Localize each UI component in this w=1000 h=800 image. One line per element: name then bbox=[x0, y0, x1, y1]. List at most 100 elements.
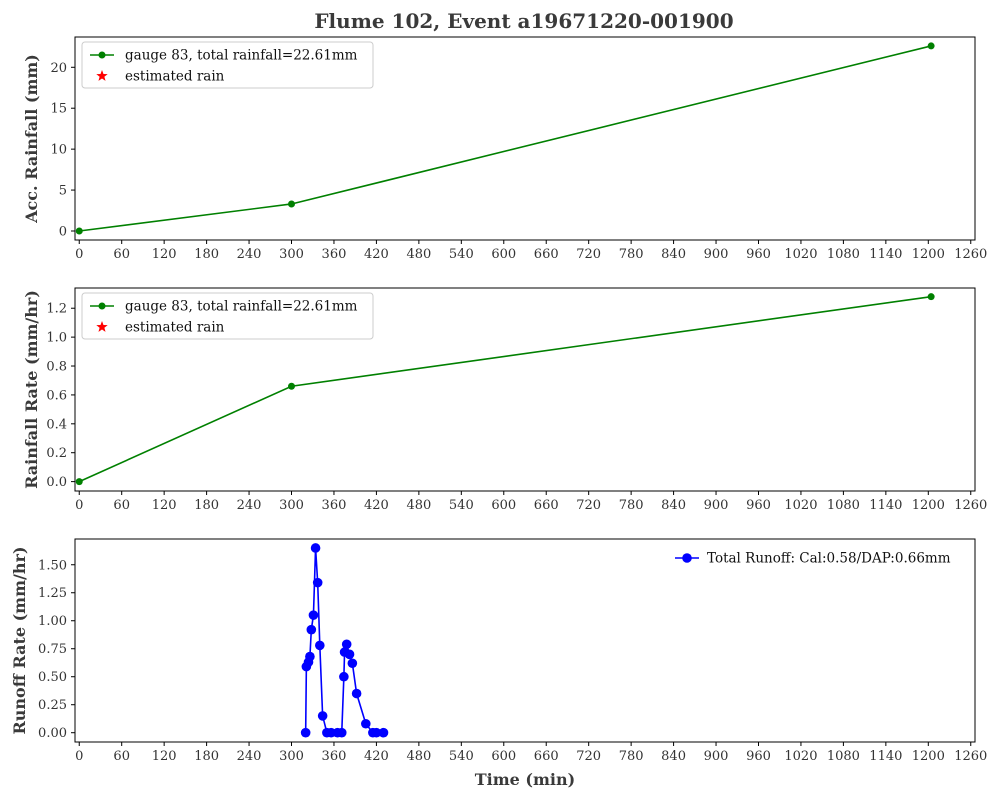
x-tick-label: 960 bbox=[746, 498, 771, 513]
x-tick-label: 1020 bbox=[784, 749, 817, 764]
panel-2: 0 60 120 180 240 300 360 420 480 540 600 660 720 780 8… bbox=[22, 287, 987, 513]
x-tick-label: 1140 bbox=[869, 749, 902, 764]
x-tick-label: 60 bbox=[113, 247, 130, 262]
y-tick-label: 5 bbox=[59, 184, 67, 199]
legend-star-marker bbox=[96, 70, 108, 81]
panel-1: 0 60 120 180 240 300 360 420 480 540 600 660 720 780 8… bbox=[22, 36, 987, 262]
legend-label: estimated rain bbox=[125, 320, 225, 336]
x-tick-label: 1260 bbox=[954, 247, 987, 262]
x-tick-label: 120 bbox=[152, 247, 177, 262]
x-tick-label: 240 bbox=[237, 247, 262, 262]
x-tick-label: 720 bbox=[576, 247, 601, 262]
x-tick-label: 180 bbox=[194, 749, 219, 764]
x-tick-label: 480 bbox=[406, 247, 431, 262]
y-tick-label: 0.6 bbox=[46, 388, 67, 403]
y-tick-label: 1.50 bbox=[38, 558, 67, 573]
y-tick-label: 0.25 bbox=[38, 698, 67, 713]
panel-3: 0 60 120 180 240 300 360 420 480 540 600 660 720 780 8… bbox=[10, 538, 987, 789]
x-tick-label: 840 bbox=[661, 498, 686, 513]
x-tick-label: 240 bbox=[237, 498, 262, 513]
axes-frame bbox=[74, 287, 976, 492]
x-tick-label: 660 bbox=[534, 247, 559, 262]
x-tick-label: 180 bbox=[194, 498, 219, 513]
x-tick-label: 960 bbox=[746, 247, 771, 262]
legend-label: estimated rain bbox=[125, 69, 225, 85]
data-point bbox=[315, 640, 325, 651]
x-tick-label: 720 bbox=[576, 749, 601, 764]
data-point bbox=[305, 651, 315, 662]
data-point bbox=[361, 718, 371, 729]
legend-box bbox=[81, 41, 374, 89]
axes-frame bbox=[74, 36, 976, 241]
y-tick-label: 0 bbox=[59, 224, 67, 239]
data-point bbox=[927, 293, 935, 301]
legend-label: Total Runoff: Cal:0.58/DAP:0.66mm bbox=[707, 551, 951, 567]
y-tick-label: 0.2 bbox=[46, 446, 67, 461]
data-point bbox=[310, 543, 321, 553]
y-tick-label: 20 bbox=[50, 61, 67, 76]
x-tick-label: 420 bbox=[364, 247, 389, 262]
x-tick-label: 120 bbox=[152, 498, 177, 513]
x-tick-label: 360 bbox=[322, 498, 347, 513]
legend-label: gauge 83, total rainfall=22.61mm bbox=[125, 48, 358, 64]
x-tick-label: 540 bbox=[449, 749, 474, 764]
x-tick-label: 240 bbox=[237, 749, 262, 764]
data-point bbox=[288, 382, 296, 390]
y-tick-label: 1.00 bbox=[38, 614, 67, 629]
x-tick-label: 1080 bbox=[827, 749, 860, 764]
x-tick-label: 780 bbox=[619, 749, 644, 764]
data-point bbox=[308, 610, 319, 620]
y-tick-label: 1.0 bbox=[46, 331, 67, 346]
data-point bbox=[371, 727, 382, 738]
y-tick-label: 0.75 bbox=[38, 642, 67, 657]
x-tick-label: 0 bbox=[75, 749, 83, 764]
x-tick-label: 1080 bbox=[827, 247, 860, 262]
x-tick-label: 1260 bbox=[954, 498, 987, 513]
legend-marker bbox=[682, 553, 692, 563]
y-tick-label: 1.25 bbox=[38, 586, 67, 601]
x-tick-label: 660 bbox=[534, 749, 559, 764]
x-tick-label: 480 bbox=[406, 749, 431, 764]
data-point bbox=[351, 688, 362, 699]
panels: 0 60 120 180 240 300 360 420 480 540 600 660 720 780 8… bbox=[10, 36, 987, 789]
y-tick-label: 0.50 bbox=[38, 670, 67, 685]
x-tick-label: 1080 bbox=[827, 498, 860, 513]
x-tick-label: 180 bbox=[194, 247, 219, 262]
x-tick-label: 1140 bbox=[869, 247, 902, 262]
data-point bbox=[75, 227, 83, 235]
x-tick-label: 480 bbox=[406, 498, 431, 513]
x-tick-label: 660 bbox=[534, 498, 559, 513]
y-axis-label: Runoff Rate (mm/hr) bbox=[10, 546, 29, 734]
x-tick-label: 900 bbox=[704, 498, 729, 513]
data-point bbox=[317, 711, 328, 721]
x-tick-label: 1200 bbox=[912, 498, 945, 513]
x-tick-label: 360 bbox=[322, 749, 347, 764]
data-point bbox=[339, 671, 349, 682]
y-tick-label: 15 bbox=[50, 102, 67, 117]
x-tick-label: 540 bbox=[449, 247, 474, 262]
y-tick-label: 0.0 bbox=[46, 475, 67, 490]
x-tick-label: 1140 bbox=[869, 498, 902, 513]
x-tick-label: 60 bbox=[113, 498, 130, 513]
data-point bbox=[306, 624, 317, 635]
legend-box bbox=[81, 292, 374, 340]
x-tick-label: 540 bbox=[449, 498, 474, 513]
x-tick-label: 120 bbox=[152, 749, 177, 764]
x-tick-label: 600 bbox=[491, 498, 516, 513]
data-point bbox=[341, 639, 352, 650]
data-point bbox=[927, 42, 935, 50]
x-tick-label: 300 bbox=[279, 498, 304, 513]
x-tick-label: 780 bbox=[619, 247, 644, 262]
y-axis-label: Rainfall Rate (mm/hr) bbox=[22, 290, 41, 489]
x-tick-label: 1020 bbox=[784, 498, 817, 513]
x-tick-label: 960 bbox=[746, 749, 771, 764]
data-point bbox=[288, 200, 296, 208]
x-tick-label: 420 bbox=[364, 749, 389, 764]
x-tick-label: 300 bbox=[279, 749, 304, 764]
x-tick-label: 1200 bbox=[912, 749, 945, 764]
data-point bbox=[75, 478, 83, 486]
y-tick-label: 0.00 bbox=[38, 726, 67, 741]
chart-title: Flume 102, Event a19671220-001900 bbox=[314, 9, 733, 33]
x-tick-label: 780 bbox=[619, 498, 644, 513]
